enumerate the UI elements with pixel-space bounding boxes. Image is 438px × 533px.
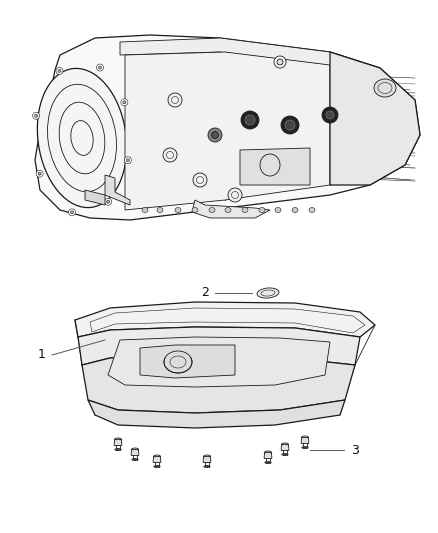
Ellipse shape bbox=[265, 451, 272, 454]
Polygon shape bbox=[114, 440, 122, 446]
Ellipse shape bbox=[309, 207, 315, 213]
Ellipse shape bbox=[209, 207, 215, 213]
Ellipse shape bbox=[168, 93, 182, 107]
Polygon shape bbox=[330, 52, 420, 185]
Polygon shape bbox=[192, 200, 270, 218]
Ellipse shape bbox=[99, 66, 102, 69]
Ellipse shape bbox=[106, 200, 110, 203]
Polygon shape bbox=[203, 457, 211, 463]
Ellipse shape bbox=[203, 455, 211, 458]
Ellipse shape bbox=[281, 116, 299, 134]
Ellipse shape bbox=[282, 454, 288, 455]
Ellipse shape bbox=[157, 207, 163, 213]
Ellipse shape bbox=[192, 207, 198, 213]
Ellipse shape bbox=[274, 56, 286, 68]
Ellipse shape bbox=[35, 114, 38, 117]
Ellipse shape bbox=[71, 211, 74, 214]
Ellipse shape bbox=[322, 107, 338, 123]
Ellipse shape bbox=[154, 466, 160, 467]
Text: 1: 1 bbox=[38, 349, 46, 361]
Polygon shape bbox=[108, 337, 330, 387]
Ellipse shape bbox=[259, 207, 265, 213]
Polygon shape bbox=[82, 356, 355, 413]
Text: 3: 3 bbox=[351, 443, 359, 456]
Ellipse shape bbox=[292, 207, 298, 213]
Ellipse shape bbox=[132, 458, 138, 461]
Ellipse shape bbox=[193, 173, 207, 187]
Polygon shape bbox=[120, 38, 380, 80]
Ellipse shape bbox=[131, 448, 138, 451]
Ellipse shape bbox=[275, 207, 281, 213]
Polygon shape bbox=[78, 327, 360, 365]
Polygon shape bbox=[240, 148, 310, 185]
Ellipse shape bbox=[121, 99, 128, 106]
Ellipse shape bbox=[105, 198, 112, 205]
Ellipse shape bbox=[225, 207, 231, 213]
Polygon shape bbox=[85, 190, 105, 205]
Ellipse shape bbox=[326, 111, 334, 119]
Polygon shape bbox=[301, 438, 309, 443]
Ellipse shape bbox=[163, 148, 177, 162]
Ellipse shape bbox=[123, 101, 126, 104]
Ellipse shape bbox=[301, 436, 309, 439]
Ellipse shape bbox=[36, 170, 43, 177]
Ellipse shape bbox=[37, 68, 127, 207]
Ellipse shape bbox=[285, 120, 295, 130]
Ellipse shape bbox=[68, 209, 75, 216]
Ellipse shape bbox=[374, 79, 396, 97]
Ellipse shape bbox=[56, 67, 63, 75]
Polygon shape bbox=[105, 175, 130, 205]
Ellipse shape bbox=[265, 462, 271, 463]
Polygon shape bbox=[140, 345, 235, 378]
Polygon shape bbox=[88, 400, 345, 428]
Ellipse shape bbox=[127, 159, 129, 161]
Ellipse shape bbox=[204, 466, 210, 467]
Polygon shape bbox=[75, 302, 375, 337]
Ellipse shape bbox=[114, 438, 122, 441]
Ellipse shape bbox=[228, 188, 242, 202]
Ellipse shape bbox=[242, 207, 248, 213]
Ellipse shape bbox=[281, 443, 289, 446]
Ellipse shape bbox=[257, 288, 279, 298]
Ellipse shape bbox=[142, 207, 148, 213]
Ellipse shape bbox=[302, 447, 308, 448]
Ellipse shape bbox=[212, 132, 219, 139]
Ellipse shape bbox=[58, 69, 61, 72]
Ellipse shape bbox=[208, 128, 222, 142]
Ellipse shape bbox=[115, 449, 121, 450]
Ellipse shape bbox=[175, 207, 181, 213]
Polygon shape bbox=[281, 445, 289, 450]
Text: 2: 2 bbox=[201, 287, 209, 300]
Ellipse shape bbox=[241, 111, 259, 129]
Polygon shape bbox=[131, 450, 139, 456]
Polygon shape bbox=[125, 52, 330, 210]
Ellipse shape bbox=[32, 112, 39, 119]
Ellipse shape bbox=[153, 455, 161, 458]
Polygon shape bbox=[153, 457, 161, 463]
Ellipse shape bbox=[96, 64, 103, 71]
Polygon shape bbox=[35, 35, 420, 220]
Ellipse shape bbox=[38, 172, 41, 175]
Ellipse shape bbox=[277, 59, 283, 65]
Polygon shape bbox=[264, 453, 272, 458]
Ellipse shape bbox=[245, 115, 255, 125]
Ellipse shape bbox=[124, 157, 131, 164]
